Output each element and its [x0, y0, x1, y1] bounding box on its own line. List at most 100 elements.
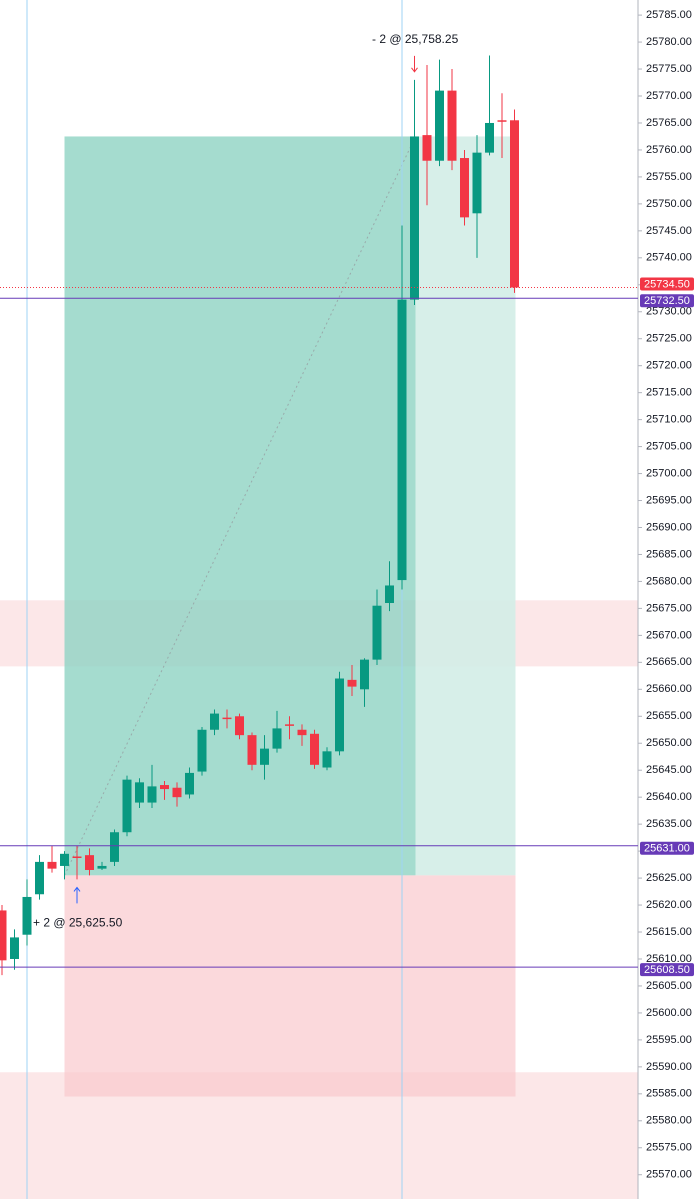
y-tick-label: 25600.00	[646, 1007, 692, 1019]
candle-body	[72, 856, 82, 859]
candle-body	[10, 937, 19, 959]
candle-body	[35, 861, 44, 895]
candle-body	[410, 136, 419, 300]
y-tick-label: 25730.00	[646, 306, 692, 318]
y-tick-label: 25590.00	[646, 1061, 692, 1073]
trade-label: - 2 @ 25,758.25	[372, 32, 459, 46]
y-tick-label: 25675.00	[646, 602, 692, 614]
y-tick-label: 25685.00	[646, 548, 692, 560]
candle-body	[135, 782, 144, 803]
y-tick-label: 25780.00	[646, 36, 692, 48]
y-tick-label: 25650.00	[646, 737, 692, 749]
y-tick-label: 25640.00	[646, 791, 692, 803]
candle-body	[147, 786, 157, 803]
candle-body	[47, 861, 57, 869]
price-label: 25734.50	[644, 278, 690, 290]
candle-body	[272, 728, 282, 749]
y-tick-label: 25695.00	[646, 494, 692, 506]
y-tick-label: 25610.00	[646, 953, 692, 965]
candle-body	[185, 772, 194, 795]
y-tick-label: 25660.00	[646, 683, 692, 695]
candle-body	[160, 785, 169, 790]
candle-body	[247, 735, 257, 765]
y-tick-label: 25625.00	[646, 872, 692, 884]
candle-body	[235, 716, 244, 736]
price-label: 25732.50	[644, 295, 690, 307]
candle-body	[335, 678, 344, 752]
candle-body	[447, 90, 457, 161]
candle-body	[472, 152, 482, 214]
y-tick-label: 25645.00	[646, 764, 692, 776]
y-tick-label: 25580.00	[646, 1115, 692, 1127]
candle-body	[60, 853, 69, 866]
y-tick-label: 25760.00	[646, 144, 692, 156]
trade-label: + 2 @ 25,625.50	[33, 916, 123, 930]
candle-body	[497, 120, 507, 122]
y-tick-label: 25715.00	[646, 387, 692, 399]
candle-body	[322, 751, 332, 768]
trade-arrow	[411, 55, 418, 73]
candle-body	[122, 779, 132, 833]
y-tick-label: 25595.00	[646, 1034, 692, 1046]
y-tick-label: 25655.00	[646, 710, 692, 722]
candle-body	[347, 679, 357, 687]
candle-body	[360, 659, 369, 690]
candle-body	[397, 299, 407, 581]
candle-body	[510, 120, 519, 288]
y-tick-label: 25740.00	[646, 252, 692, 264]
candle-body	[210, 713, 219, 730]
price-label-box	[640, 277, 694, 291]
candle-body	[285, 724, 294, 726]
price-label: 25608.50	[644, 964, 690, 976]
y-tick-label: 25785.00	[646, 9, 692, 21]
y-tick-label: 25670.00	[646, 629, 692, 641]
y-tick-label: 25710.00	[646, 414, 692, 426]
y-tick-label: 25700.00	[646, 467, 692, 479]
y-tick-label: 25615.00	[646, 926, 692, 938]
candle-body	[0, 910, 7, 961]
y-tick-label: 25575.00	[646, 1142, 692, 1154]
y-tick-label: 25770.00	[646, 90, 692, 102]
trade-arrow	[73, 886, 81, 904]
candle-body	[435, 90, 444, 161]
candle-body	[422, 135, 432, 161]
candle-body	[222, 717, 232, 720]
y-tick-label: 25705.00	[646, 440, 692, 452]
candle-body	[97, 865, 107, 869]
y-tick-label: 25680.00	[646, 575, 692, 587]
y-tick-label: 25620.00	[646, 899, 692, 911]
price-label-box	[640, 963, 694, 977]
y-tick-label: 25605.00	[646, 980, 692, 992]
candle-body	[85, 855, 94, 870]
position-loss	[64, 875, 516, 1097]
y-tick-label: 25745.00	[646, 225, 692, 237]
candle-body	[197, 729, 207, 772]
candle-body	[172, 787, 182, 798]
y-tick-label: 25775.00	[646, 63, 692, 75]
y-tick-label: 25585.00	[646, 1088, 692, 1100]
y-tick-label: 25750.00	[646, 198, 692, 210]
y-tick-label: 25690.00	[646, 521, 692, 533]
y-tick-label: 25635.00	[646, 818, 692, 830]
y-tick-label: 25755.00	[646, 171, 692, 183]
candle-body	[297, 729, 307, 736]
y-tick-label: 25665.00	[646, 656, 692, 668]
candle-body	[485, 122, 494, 153]
candle-body	[385, 585, 394, 604]
trade-path	[64, 136, 416, 876]
y-tick-label: 25765.00	[646, 117, 692, 129]
y-tick-label: 25725.00	[646, 333, 692, 345]
candle-body	[260, 748, 269, 765]
candle-body	[372, 605, 382, 660]
price-label-box	[640, 294, 694, 308]
candle-body	[310, 733, 319, 765]
candle-body	[460, 158, 469, 218]
price-label: 25631.00	[644, 843, 690, 855]
candle-body	[22, 896, 32, 935]
candle-body	[110, 832, 119, 862]
y-tick-label: 25720.00	[646, 360, 692, 372]
price-label-box	[640, 841, 694, 855]
position-profit-open	[415, 136, 516, 876]
y-tick-label: 25570.00	[646, 1169, 692, 1181]
